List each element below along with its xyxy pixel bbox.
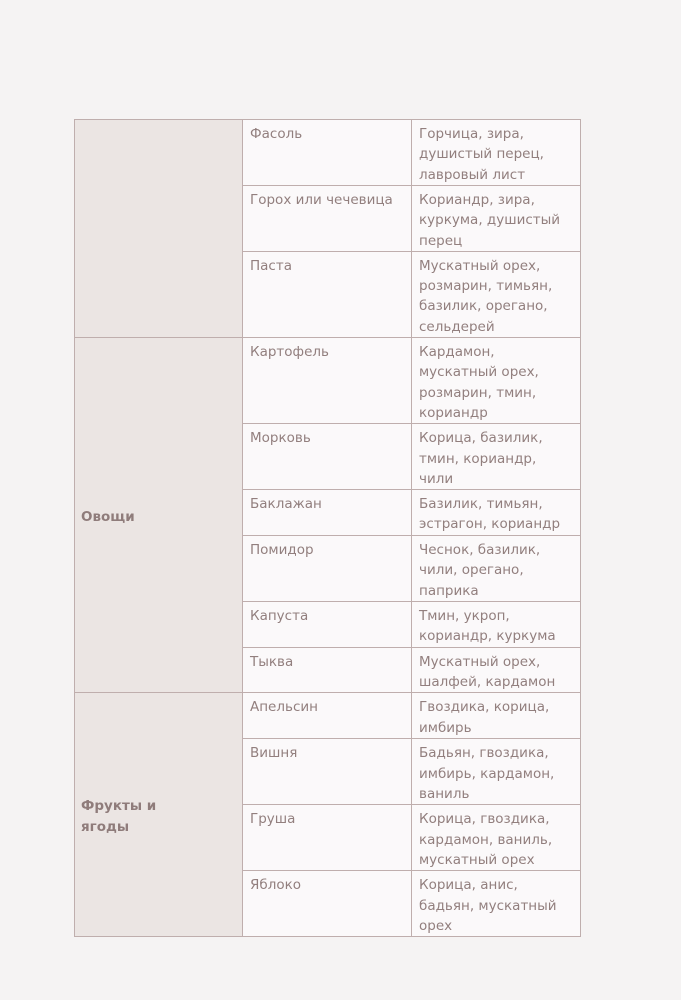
spices-cell: Тмин, укроп, кориандр, куркума (411, 601, 581, 648)
group-cell: Фрукты и ягоды (74, 692, 243, 938)
item-cell: Помидор (242, 535, 412, 603)
item-cell: Вишня (242, 738, 412, 806)
spices-cell: Горчица, зира, душистый перец, лавровый … (411, 119, 581, 186)
table-row: Капуста Тмин, укроп, кориандр, куркума (75, 601, 581, 648)
item-cell: Горох или чечевица (242, 185, 412, 252)
spices-cell: Кардамон, мускатный орех, розмарин, тмин… (411, 337, 581, 425)
group-cell (74, 118, 243, 339)
item-cell: Груша (242, 804, 412, 872)
table-row: Яблоко Корица, анис, бадьян, мускатный о… (75, 870, 581, 938)
table-row: Тыква Мускатный орех, шалфей, кардамон (75, 646, 581, 694)
spices-cell: Чеснок, базилик, чили, орегано, паприка (411, 535, 581, 603)
item-cell: Картофель (242, 337, 412, 425)
item-cell: Паста (242, 250, 412, 339)
table-row: Помидор Чеснок, базилик, чили, орегано, … (75, 535, 581, 603)
item-cell: Баклажан (242, 489, 412, 537)
item-cell: Капуста (242, 601, 412, 648)
item-cell: Морковь (242, 423, 412, 491)
item-cell: Апельсин (242, 692, 412, 740)
table-row: Груша Корица, гвоздика, кардамон, ваниль… (75, 804, 581, 872)
item-cell: Яблоко (242, 870, 412, 938)
item-cell: Фасоль (242, 119, 412, 186)
spices-cell: Мускатный орех, розмарин, тимьян, базили… (411, 250, 581, 339)
table-row: Фасоль Горчица, зира, душистый перец, ла… (74, 118, 581, 339)
spices-cell: Гвоздика, корица, имбирь (411, 692, 581, 740)
table-row: Фрукты и ягоды Апельсин Гвоздика, корица… (74, 692, 581, 938)
spices-cell: Корица, гвоздика, кардамон, ваниль, муск… (411, 804, 581, 872)
table-row: Вишня Бадьян, гвоздика, имбирь, кардамон… (75, 738, 581, 806)
table-row: Овощи Картофель Кардамон, мускатный орех… (74, 337, 581, 694)
table-row: Баклажан Базилик, тимьян, эстрагон, кори… (75, 489, 581, 537)
table-row: Морковь Корица, базилик, тмин, кориандр,… (75, 423, 581, 491)
spices-cell: Мускатный орех, шалфей, кардамон (411, 646, 581, 694)
item-cell: Тыква (242, 646, 412, 694)
spices-cell: Бадьян, гвоздика, имбирь, кардамон, вани… (411, 738, 581, 806)
group-cell: Овощи (74, 337, 243, 694)
spice-pairing-table: Фасоль Горчица, зира, душистый перец, ла… (74, 118, 581, 938)
spices-cell: Кориандр, зира, куркума, душистый перец (411, 185, 581, 252)
spices-cell: Корица, базилик, тмин, кориандр, чили (411, 423, 581, 491)
spices-cell: Корица, анис, бадьян, мускатный орех (411, 870, 581, 938)
table-row: Паста Мускатный орех, розмарин, тимьян, … (75, 250, 581, 339)
table-row: Горох или чечевица Кориандр, зира, курку… (75, 185, 581, 252)
spices-cell: Базилик, тимьян, эстрагон, кориандр (411, 489, 581, 537)
